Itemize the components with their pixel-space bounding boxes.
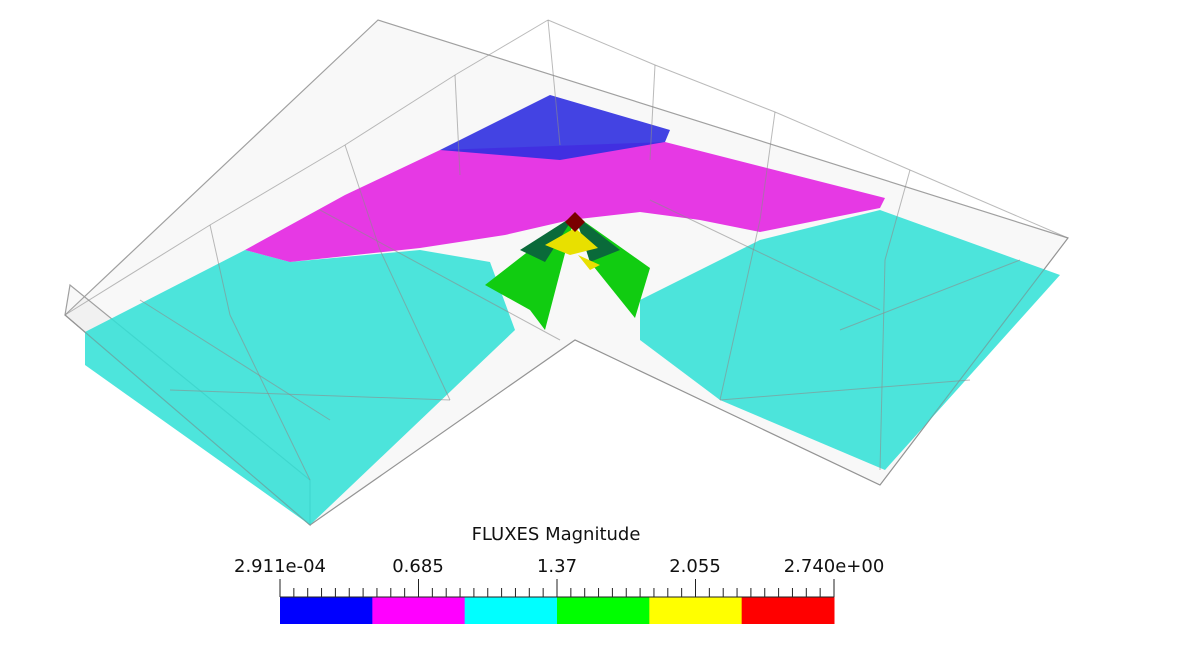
legend-tick-label-2: 1.37 bbox=[536, 556, 578, 577]
cyan-region-right bbox=[640, 210, 1060, 470]
legend-tick-label-max: 2.740e+00 bbox=[783, 556, 885, 577]
mesh-wireframe bbox=[64, 19, 1069, 526]
magenta-region bbox=[245, 142, 885, 262]
legend-title: FLUXES Magnitude bbox=[471, 524, 641, 545]
blue-region bbox=[440, 95, 670, 160]
cyan-region-left bbox=[85, 250, 515, 525]
legend-tick-label-min: 2.911e-04 bbox=[233, 556, 327, 577]
corner-flux-region bbox=[485, 212, 650, 330]
legend-tick-label-1: 0.685 bbox=[392, 556, 444, 577]
legend-tick-label-3: 2.055 bbox=[669, 556, 721, 577]
